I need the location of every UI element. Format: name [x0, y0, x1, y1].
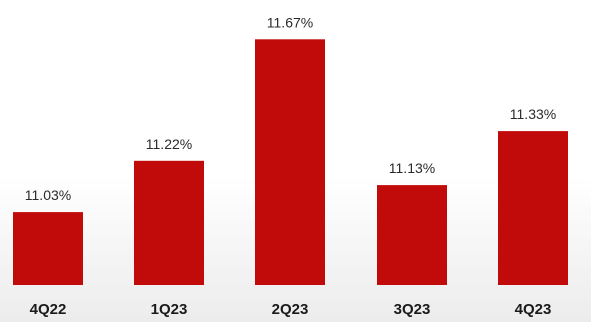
bar-2q23: [255, 39, 325, 285]
bar-3q23: [377, 185, 447, 285]
data-label-1q23: 11.22%: [146, 136, 192, 152]
data-label-4q22: 11.03%: [25, 187, 71, 203]
data-label-3q23: 11.13%: [389, 160, 435, 176]
tick-label-3q23: 3Q23: [394, 301, 431, 318]
data-label-2q23: 11.67%: [267, 14, 313, 30]
bars: [13, 39, 568, 285]
bar-4q23: [498, 131, 568, 285]
tick-label-4q23: 4Q23: [515, 301, 552, 318]
bar-4q22: [13, 212, 83, 285]
tick-label-1q23: 1Q23: [151, 301, 188, 318]
tick-label-2q23: 2Q23: [272, 301, 309, 318]
tick-label-4q22: 4Q22: [30, 301, 67, 318]
bar-1q23: [134, 160, 204, 285]
data-labels: 11.03% 11.22% 11.67% 11.13% 11.33%: [25, 14, 556, 203]
x-axis-ticks: 4Q22 1Q23 2Q23 3Q23 4Q23: [30, 301, 552, 318]
data-label-4q23: 11.33%: [510, 106, 556, 122]
